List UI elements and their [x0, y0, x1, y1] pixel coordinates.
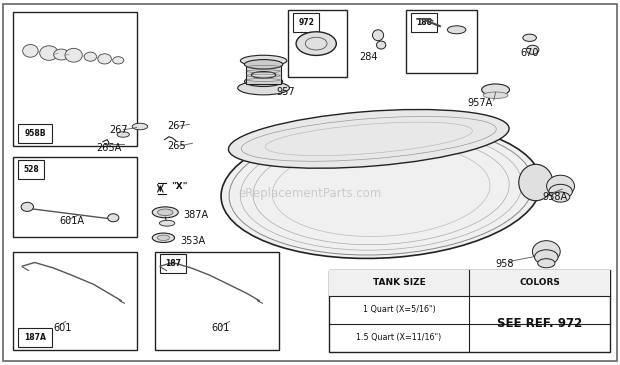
Text: 957A: 957A: [467, 97, 493, 108]
Bar: [18, 328, 52, 347]
Text: 1.5 Quart (X=11/16"): 1.5 Quart (X=11/16"): [356, 333, 441, 342]
Text: 601: 601: [211, 323, 229, 333]
Bar: [18, 160, 44, 179]
Ellipse shape: [523, 34, 536, 41]
Ellipse shape: [84, 52, 97, 61]
Ellipse shape: [376, 41, 386, 49]
Ellipse shape: [296, 32, 336, 55]
Text: 187: 187: [166, 260, 181, 268]
Ellipse shape: [549, 184, 572, 199]
Ellipse shape: [538, 259, 555, 268]
Text: 187A: 187A: [24, 333, 46, 342]
Ellipse shape: [482, 84, 510, 96]
Ellipse shape: [551, 192, 570, 202]
Bar: [329, 270, 610, 351]
Ellipse shape: [113, 57, 124, 64]
Bar: [156, 251, 279, 350]
Text: 265A: 265A: [97, 143, 122, 153]
Ellipse shape: [53, 49, 69, 60]
Text: 601A: 601A: [60, 216, 84, 226]
Ellipse shape: [526, 45, 539, 54]
Ellipse shape: [534, 250, 558, 264]
Bar: [406, 10, 477, 73]
Text: 528: 528: [23, 165, 39, 174]
Bar: [411, 13, 437, 32]
Bar: [246, 64, 281, 84]
Text: 957: 957: [276, 87, 294, 97]
Text: 188: 188: [416, 18, 432, 27]
Text: 972: 972: [298, 18, 314, 27]
Ellipse shape: [519, 164, 553, 201]
Bar: [293, 13, 319, 32]
Text: TANK SIZE: TANK SIZE: [373, 278, 425, 287]
Ellipse shape: [448, 26, 466, 34]
Bar: [13, 251, 137, 350]
Text: 387A: 387A: [183, 210, 208, 220]
Ellipse shape: [159, 220, 175, 226]
Bar: [161, 254, 186, 273]
Text: 267: 267: [109, 125, 128, 135]
Ellipse shape: [373, 30, 384, 41]
Ellipse shape: [228, 110, 509, 168]
Text: 601: 601: [53, 323, 72, 333]
Ellipse shape: [533, 241, 560, 262]
Text: 958B: 958B: [24, 129, 46, 138]
Bar: [288, 10, 347, 77]
Ellipse shape: [547, 175, 575, 197]
Ellipse shape: [153, 233, 174, 242]
Text: 1 Quart (X=5/16"): 1 Quart (X=5/16"): [363, 306, 435, 314]
Text: "X": "X": [172, 182, 188, 191]
Text: eReplacementParts.com: eReplacementParts.com: [238, 187, 382, 200]
Text: 353A: 353A: [180, 236, 205, 246]
Ellipse shape: [237, 81, 290, 95]
Bar: [13, 157, 137, 237]
Text: 284: 284: [360, 52, 378, 62]
Text: SEE REF. 972: SEE REF. 972: [497, 317, 582, 330]
Ellipse shape: [483, 92, 508, 99]
Ellipse shape: [244, 76, 283, 87]
Ellipse shape: [117, 132, 130, 137]
Ellipse shape: [98, 54, 112, 64]
Ellipse shape: [153, 207, 178, 218]
Text: 958A: 958A: [542, 192, 567, 202]
Text: 265: 265: [168, 141, 187, 151]
Ellipse shape: [244, 59, 283, 69]
Ellipse shape: [241, 55, 287, 66]
Ellipse shape: [157, 235, 170, 241]
Ellipse shape: [21, 202, 33, 211]
Bar: [18, 124, 52, 143]
Ellipse shape: [132, 123, 148, 130]
Bar: [329, 270, 610, 296]
Ellipse shape: [157, 209, 173, 216]
Text: 958: 958: [495, 259, 514, 269]
Ellipse shape: [251, 72, 276, 78]
Ellipse shape: [40, 46, 58, 60]
Text: 267: 267: [168, 121, 187, 131]
Ellipse shape: [23, 45, 38, 57]
Ellipse shape: [65, 48, 82, 62]
Text: COLORS: COLORS: [519, 278, 560, 287]
Bar: [13, 12, 137, 146]
Ellipse shape: [221, 121, 541, 258]
Ellipse shape: [108, 214, 119, 222]
Text: 670: 670: [520, 49, 539, 58]
